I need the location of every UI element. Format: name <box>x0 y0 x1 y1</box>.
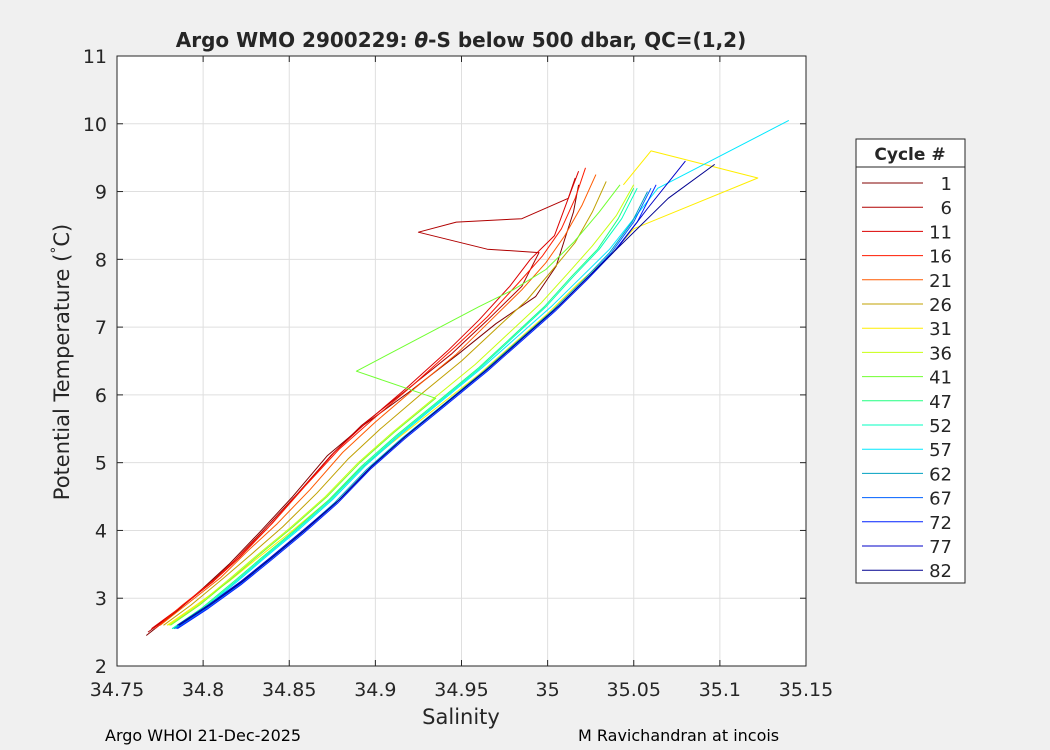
legend-entry-57: 57 <box>862 440 952 461</box>
x-tick-label: 34.85 <box>262 679 316 701</box>
legend-entry-72: 72 <box>862 513 952 534</box>
series-line-cycle-11 <box>151 171 580 630</box>
legend-entry-47: 47 <box>862 392 952 413</box>
legend-label: 67 <box>929 489 952 510</box>
legend-entry-21: 21 <box>862 271 952 292</box>
legend-label: 11 <box>929 222 952 243</box>
x-axis-label: Salinity <box>422 705 500 729</box>
y-tick-label: 9 <box>95 182 107 204</box>
series-line-cycle-31 <box>166 150 759 626</box>
series-line-cycle-52 <box>171 187 638 630</box>
series-line-cycle-26 <box>163 181 607 626</box>
legend-entry-31: 31 <box>862 319 952 340</box>
y-tick-label: 7 <box>95 317 107 339</box>
legend-entry-36: 36 <box>862 343 952 364</box>
legend-title: Cycle # <box>874 145 945 165</box>
x-tick-label: 34.9 <box>354 679 396 701</box>
legend-label: 26 <box>929 295 952 316</box>
y-tick-label: 6 <box>95 385 107 407</box>
axis-ticks <box>116 55 807 667</box>
legend-label: 21 <box>929 271 952 292</box>
series-line-cycle-41 <box>170 184 621 626</box>
x-tick-label: 34.8 <box>182 679 224 701</box>
x-tick-label: 34.95 <box>434 679 488 701</box>
series-line-cycle-16 <box>154 167 586 630</box>
series-line-cycle-57 <box>173 119 790 630</box>
legend-label: 1 <box>941 174 952 195</box>
y-tick-label: 3 <box>95 588 107 610</box>
y-axis-label: Potential Temperature (°C) <box>49 224 74 500</box>
legend-label: 72 <box>929 513 952 534</box>
footer-left: Argo WHOI 21-Dec-2025 <box>105 726 302 745</box>
legend-entry-1: 1 <box>862 174 952 195</box>
legend-label: 77 <box>929 537 952 558</box>
legend-label: 41 <box>929 368 952 389</box>
legend-label: 36 <box>929 343 952 364</box>
y-tick-labels: 2 3 4 5 6 7 8 9 10 11 <box>83 46 107 678</box>
legend-entry-26: 26 <box>862 295 952 316</box>
legend-label: 31 <box>929 319 952 340</box>
y-tick-label: 5 <box>95 453 107 475</box>
y-tick-label: 8 <box>95 249 107 271</box>
legend-entry-52: 52 <box>862 416 952 437</box>
chart-title: Argo WMO 2900229: θ-S below 500 dbar, QC… <box>176 28 746 52</box>
x-tick-label: 34.75 <box>90 679 144 701</box>
footer-right: M Ravichandran at incois <box>578 726 780 745</box>
legend-label: 52 <box>929 416 952 437</box>
series-line-cycle-1 <box>145 184 580 636</box>
series-lines <box>145 119 790 636</box>
legend-entry-77: 77 <box>862 537 952 558</box>
legend-entry-62: 62 <box>862 464 952 485</box>
series-line-cycle-72 <box>177 184 657 630</box>
y-tick-label: 11 <box>83 46 107 68</box>
y-tick-label: 4 <box>95 520 107 542</box>
x-tick-labels: 34.75 34.8 34.85 34.9 34.95 35 35.05 35.1 35.15 <box>90 679 833 701</box>
y-tick-label: 10 <box>83 114 107 136</box>
legend-entry-16: 16 <box>862 247 952 268</box>
legend-label: 82 <box>929 561 952 582</box>
legend-entry-82: 82 <box>862 561 952 582</box>
legend-entry-6: 6 <box>862 198 952 219</box>
legend-label: 62 <box>929 464 952 485</box>
x-tick-label: 35.15 <box>779 679 833 701</box>
x-tick-label: 35 <box>536 679 560 701</box>
grid <box>117 56 806 666</box>
series-line-cycle-47 <box>171 187 635 630</box>
legend-entry-11: 11 <box>862 222 952 243</box>
x-tick-label: 35.1 <box>699 679 741 701</box>
legend-entry-41: 41 <box>862 368 952 389</box>
legend-entry-67: 67 <box>862 489 952 510</box>
x-tick-label: 35.05 <box>607 679 661 701</box>
legend-label: 57 <box>929 440 952 461</box>
series-line-cycle-21 <box>159 174 597 626</box>
series-line-cycle-82 <box>178 163 715 626</box>
legend-label: 6 <box>941 198 952 219</box>
legend-label: 16 <box>929 247 952 268</box>
legend-label: 47 <box>929 392 952 413</box>
legend-box <box>855 138 966 584</box>
y-tick-label: 2 <box>95 656 107 678</box>
series-line-cycle-36 <box>168 184 635 626</box>
